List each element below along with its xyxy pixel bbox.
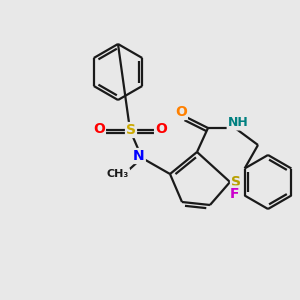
Text: S: S [231,175,241,189]
Text: S: S [126,123,136,137]
Text: O: O [175,105,187,119]
Text: O: O [155,122,167,136]
Text: O: O [93,122,105,136]
Text: CH₃: CH₃ [107,169,129,179]
Text: F: F [230,187,239,200]
Text: N: N [133,149,145,163]
Text: NH: NH [228,116,248,130]
